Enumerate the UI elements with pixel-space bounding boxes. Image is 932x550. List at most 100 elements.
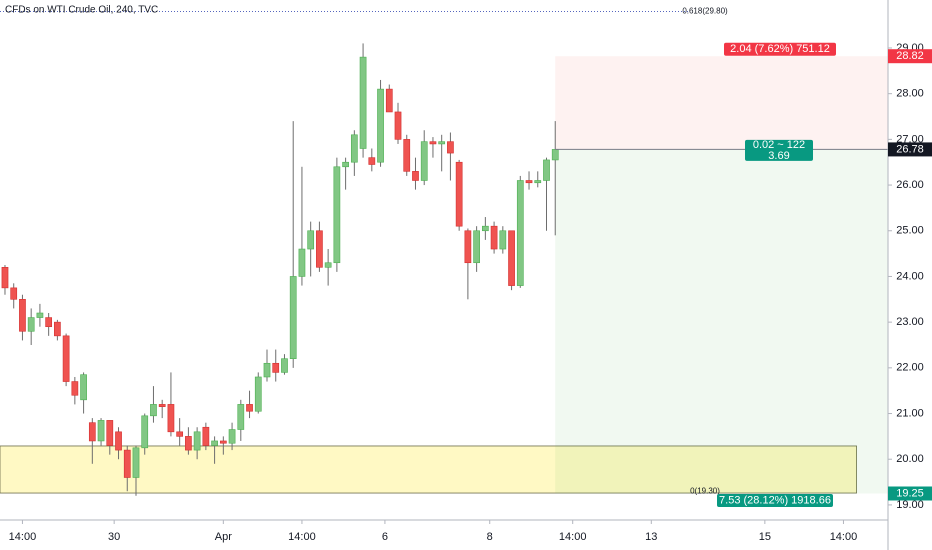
candle-body: [438, 141, 446, 145]
candle-body: [551, 149, 559, 161]
candle-body: [464, 230, 472, 264]
candle-body: [27, 317, 35, 332]
candle-body: [473, 230, 480, 264]
candle-body: [525, 180, 533, 184]
candle-body: [359, 56, 367, 149]
candle-body: [429, 141, 437, 145]
candle-body: [185, 436, 192, 451]
candle-body: [80, 374, 87, 401]
candle-body: [368, 157, 376, 165]
entry-label-box: [745, 139, 813, 161]
candle-body: [499, 230, 507, 250]
fib-label: 0.618(29.80): [682, 7, 728, 16]
candle-body: [115, 431, 122, 451]
y-tick-label: 27.00: [896, 133, 924, 145]
candle-body: [176, 431, 184, 437]
x-tick-label: 14:00: [288, 531, 316, 543]
x-tick-label: 14:00: [830, 531, 858, 543]
candle-body: [333, 166, 341, 264]
x-tick-label: 14:00: [9, 531, 37, 543]
price-box: [888, 486, 932, 501]
stop-label-box: [717, 493, 833, 507]
price-box: [888, 49, 932, 64]
candle-body: [132, 447, 140, 478]
stop-zone: [555, 149, 888, 494]
candle-body: [45, 317, 53, 328]
candle-body: [281, 358, 288, 373]
candle-body: [150, 404, 157, 417]
candle-body: [385, 88, 393, 113]
profit-zone: [555, 56, 888, 150]
candle-body: [324, 262, 332, 268]
entry-label: 3.69: [768, 150, 789, 162]
candle-body: [508, 230, 515, 286]
candle-body: [490, 225, 498, 250]
chart-title: CFDs on WTI Crude Oil, 240, TVC: [5, 5, 158, 16]
candle-body: [272, 362, 280, 373]
candle-body: [167, 404, 175, 433]
y-tick-label: 23.00: [896, 316, 924, 328]
candle-body: [316, 230, 323, 268]
candle-body: [158, 404, 166, 407]
candle-body: [307, 230, 315, 250]
x-tick-label: 6: [382, 531, 388, 543]
candle-body: [246, 404, 253, 412]
x-tick-label: 30: [108, 531, 120, 543]
candle-body: [106, 420, 114, 446]
candle-body: [202, 426, 210, 446]
candle-body: [219, 440, 227, 444]
candle-body: [350, 134, 358, 163]
x-tick-label: 13: [645, 531, 657, 543]
y-tick-label: 28.00: [896, 88, 924, 100]
y-tick-label: 20.00: [896, 453, 924, 465]
candle-body: [237, 404, 245, 430]
y-tick-label: 21.00: [896, 407, 924, 419]
candle-body: [123, 449, 131, 478]
x-tick-label: 8: [487, 531, 493, 543]
candle-body: [516, 180, 524, 286]
candle-body: [1, 267, 9, 289]
candle-body: [455, 161, 463, 227]
target-label: 2.04 (7.62%) 751.12: [730, 43, 830, 55]
candle-body: [377, 88, 384, 163]
candle-body: [412, 171, 419, 181]
candle-body: [534, 180, 542, 184]
candle-body: [420, 141, 428, 181]
y-tick-label: 26.00: [896, 179, 924, 191]
x-tick-label: 14:00: [559, 531, 587, 543]
candle-body: [342, 161, 349, 168]
price-box-label: 26.78: [896, 143, 924, 155]
candle-body: [10, 287, 18, 300]
candle-body: [403, 139, 411, 172]
candle-body: [289, 276, 297, 359]
y-tick-label: 24.00: [896, 270, 924, 282]
price-box-label: 28.82: [896, 50, 924, 62]
candle-body: [36, 312, 44, 318]
target-label-box: [724, 42, 836, 56]
candle-body: [394, 111, 402, 140]
candle-body: [71, 381, 79, 396]
x-tick-label: 15: [759, 531, 771, 543]
entry-label: 0.02 ~ 122: [753, 139, 805, 151]
candle-body: [62, 335, 70, 382]
fib-label: 0(19.30): [690, 486, 720, 495]
candle-body: [97, 420, 105, 442]
x-tick-label: Apr: [215, 531, 232, 543]
stop-label: 7.53 (28.12%) 1918.66: [719, 494, 831, 506]
candle-body: [193, 431, 201, 451]
candle-body: [543, 159, 550, 181]
y-tick-label: 19.00: [896, 499, 924, 511]
candle-body: [263, 362, 271, 378]
price-box-label: 19.25: [896, 487, 924, 499]
price-box: [888, 142, 932, 157]
candle-body: [447, 141, 454, 154]
candle-body: [254, 376, 262, 412]
candle-body: [19, 298, 26, 332]
y-tick-label: 22.00: [896, 362, 924, 374]
candle-body: [141, 415, 149, 449]
candle-body: [481, 225, 489, 232]
candle-body: [54, 321, 61, 337]
candle-body: [298, 248, 306, 277]
